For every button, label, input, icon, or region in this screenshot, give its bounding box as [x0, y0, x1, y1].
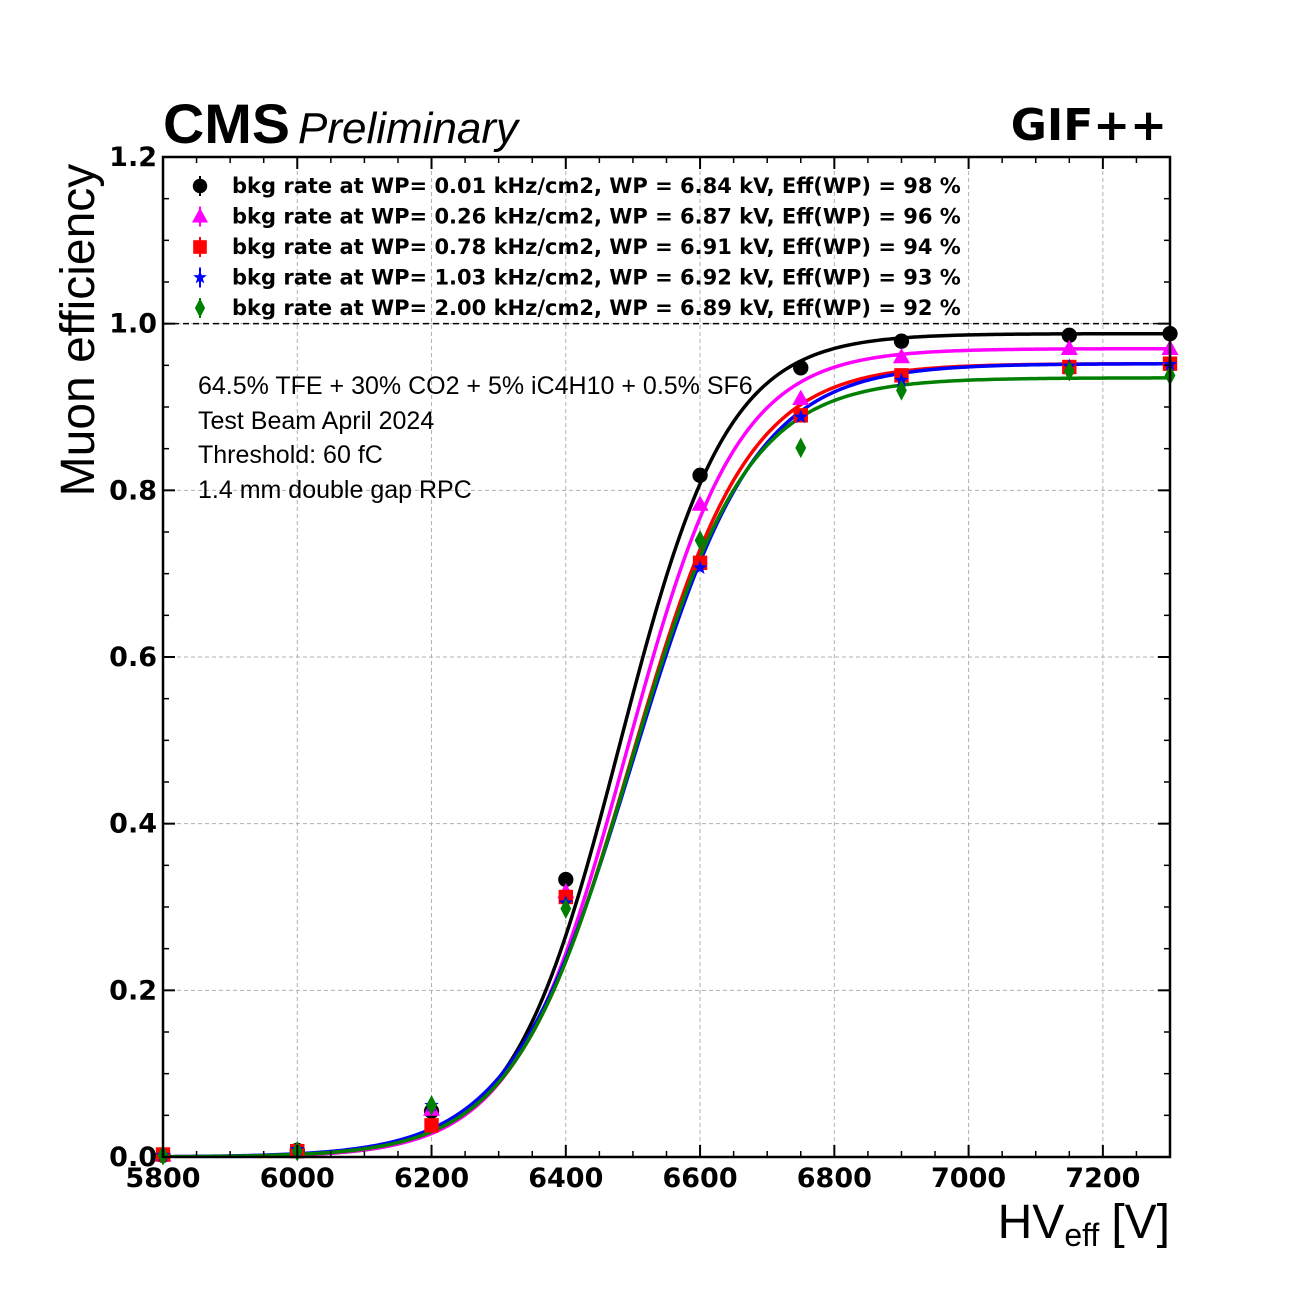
x-tick-label: 6800 — [797, 1163, 872, 1194]
x-tick-label: 7000 — [931, 1163, 1006, 1194]
x-axis-title-main: HV — [998, 1196, 1065, 1249]
y-tick-label: 0.0 — [109, 1142, 157, 1173]
data-point-series-3 — [894, 372, 909, 387]
data-point-series-4 — [426, 1094, 437, 1116]
legend-marker-4 — [194, 298, 206, 318]
data-point-series-0 — [893, 333, 910, 349]
legend-marker-2 — [193, 240, 207, 254]
y-tick-label: 0.4 — [109, 809, 157, 840]
facility-label: GIF++ — [1011, 100, 1167, 151]
data-point-series-1 — [691, 495, 709, 511]
x-tick-label: 6400 — [528, 1163, 603, 1194]
cms-label: CMS — [163, 92, 290, 155]
legend-label-2: bkg rate at WP= 0.78 kHz/cm2, WP = 6.91 … — [232, 235, 961, 259]
tick-labels: 5800 6000 6200 6400 6600 6800 7000 7200 0.0 0.2 0.… — [109, 142, 1140, 1194]
data-point-series-0 — [558, 871, 574, 888]
x-axis-title-subscript: eff — [1064, 1217, 1099, 1253]
annotation-block: 64.5% TFE + 30% CO2 + 5% iC4H10 + 0.5% S… — [198, 372, 753, 504]
data-point-series-1 — [892, 348, 911, 364]
data-point-series-4 — [795, 437, 807, 459]
x-tick-label: 5800 — [125, 1163, 200, 1194]
data-point-series-0 — [692, 467, 708, 483]
preliminary-label: Preliminary — [298, 104, 521, 153]
x-tick-label: 6600 — [662, 1163, 737, 1194]
x-axis-title: HVeff [V] — [998, 1196, 1170, 1253]
annotation-threshold: Threshold: 60 fC — [198, 441, 383, 469]
data-point-series-4 — [560, 898, 572, 920]
legend-label-1: bkg rate at WP= 0.26 kHz/cm2, WP = 6.87 … — [232, 205, 961, 229]
annotation-detector: 1.4 mm double gap RPC — [198, 476, 472, 504]
y-axis-title: Muon efficiency — [52, 164, 105, 497]
y-tick-label: 1.2 — [109, 142, 157, 173]
data-point-series-1 — [792, 389, 810, 405]
y-tick-label: 1.0 — [109, 309, 157, 340]
y-tick-label: 0.8 — [109, 475, 157, 506]
y-tick-label: 0.6 — [109, 642, 157, 673]
annotation-test-beam: Test Beam April 2024 — [198, 407, 434, 435]
data-point-series-3 — [793, 409, 809, 424]
x-tick-label: 6200 — [394, 1163, 469, 1194]
legend-marker-1 — [191, 208, 209, 223]
annotation-gas-mixture: 64.5% TFE + 30% CO2 + 5% iC4H10 + 0.5% S… — [198, 372, 753, 400]
x-tick-label: 7200 — [1065, 1163, 1140, 1194]
y-tick-label: 0.2 — [109, 975, 157, 1006]
x-tick-label: 6000 — [260, 1163, 335, 1194]
data-point-series-4 — [1063, 360, 1075, 382]
legend-label-3: bkg rate at WP= 1.03 kHz/cm2, WP = 6.92 … — [232, 266, 961, 290]
legend-label-0: bkg rate at WP= 0.01 kHz/cm2, WP = 6.84 … — [232, 174, 961, 198]
legend-marker-3 — [193, 270, 207, 284]
axis-ticks — [162, 156, 1171, 1158]
data-point-series-4 — [694, 529, 706, 551]
data-point-series-0 — [793, 360, 809, 376]
data-point-series-2 — [424, 1118, 439, 1133]
legend-label-4: bkg rate at WP= 2.00 kHz/cm2, WP = 6.89 … — [232, 296, 961, 320]
legend: bkg rate at WP= 0.01 kHz/cm2, WP = 6.84 … — [191, 174, 961, 320]
legend-marker-0 — [192, 178, 208, 194]
data-point-series-0 — [1061, 327, 1077, 343]
data-point-series-4 — [896, 379, 907, 401]
data-point-series-3 — [692, 560, 708, 575]
data-point-series-1 — [1060, 339, 1078, 355]
x-axis-title-unit: [V] — [1111, 1196, 1170, 1249]
